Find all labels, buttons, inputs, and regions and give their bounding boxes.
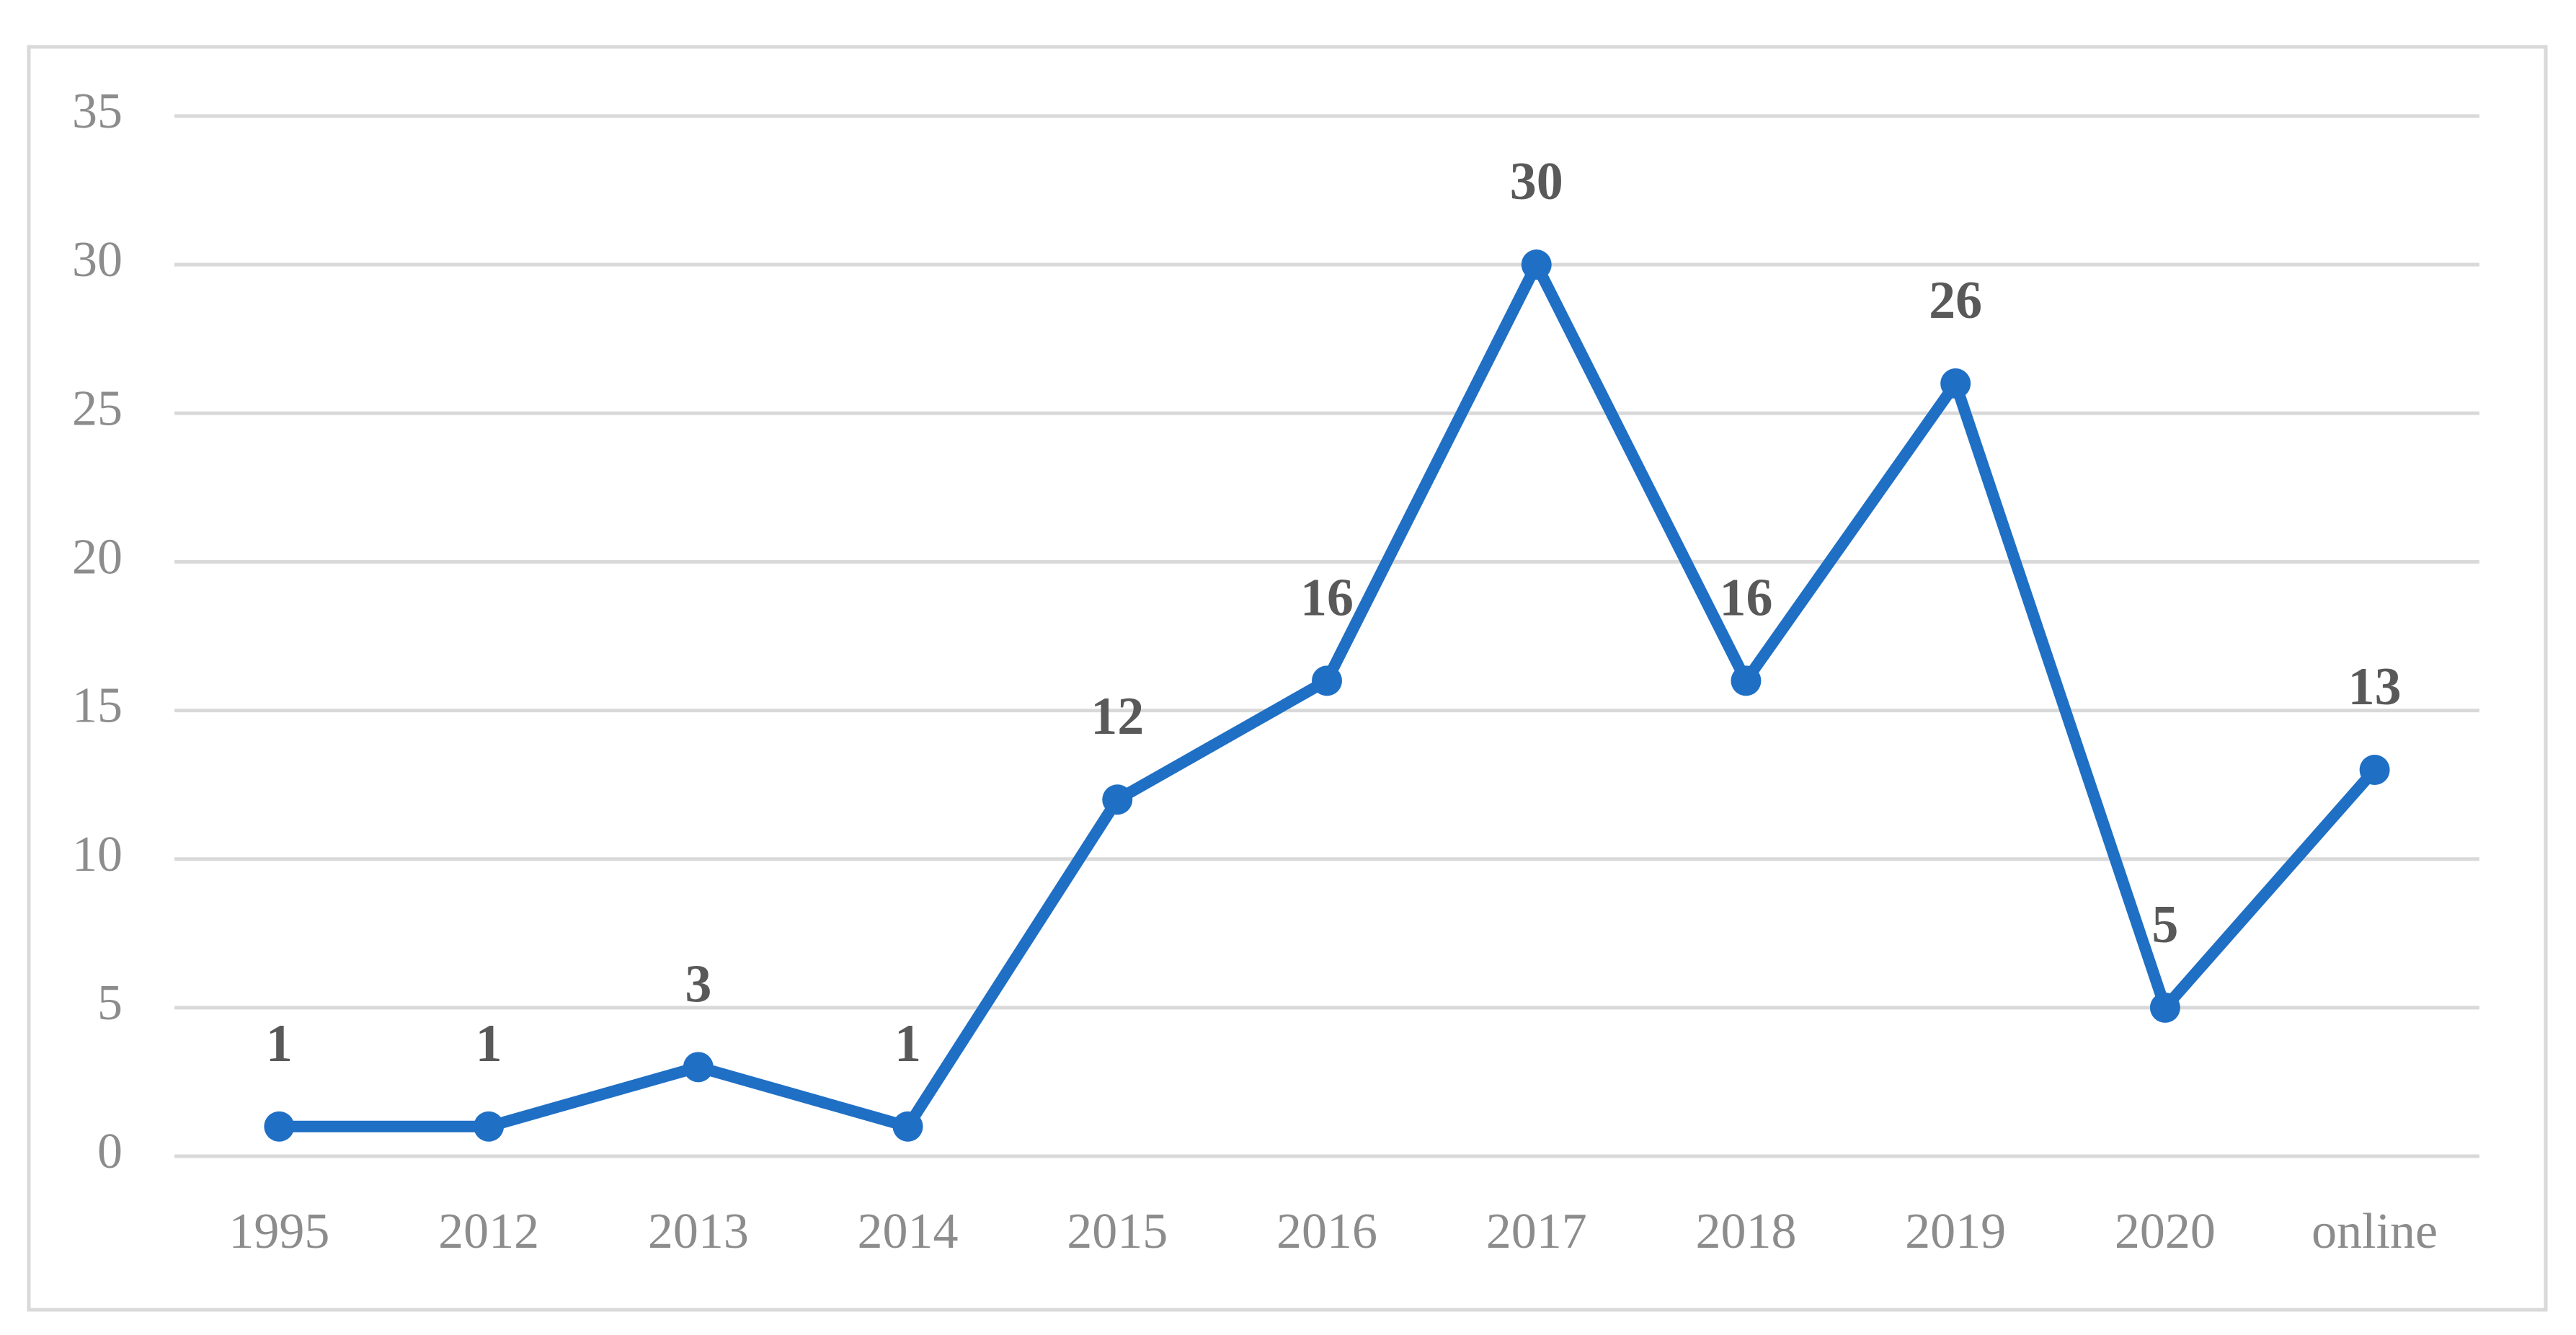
data-point bbox=[2149, 992, 2180, 1023]
data-point bbox=[1312, 665, 1342, 696]
data-point bbox=[1731, 665, 1762, 696]
data-point bbox=[264, 1111, 295, 1142]
x-tick-label: 2016 bbox=[1276, 1204, 1377, 1259]
y-tick-label: 25 bbox=[72, 381, 123, 436]
data-point bbox=[1102, 784, 1133, 815]
data-label: 1 bbox=[266, 1014, 293, 1073]
x-tick-label: 2014 bbox=[858, 1204, 959, 1259]
data-label: 26 bbox=[1929, 271, 1982, 330]
y-tick-label: 35 bbox=[72, 84, 123, 139]
y-tick-label: 30 bbox=[72, 232, 123, 288]
data-point bbox=[1940, 368, 1971, 399]
y-tick-label: 0 bbox=[97, 1124, 123, 1179]
y-tick-label: 10 bbox=[72, 827, 123, 882]
x-tick-label: 2018 bbox=[1695, 1204, 1796, 1259]
data-label: 30 bbox=[1510, 152, 1563, 211]
data-label: 16 bbox=[1300, 568, 1354, 627]
y-tick-label: 15 bbox=[72, 678, 123, 734]
data-point bbox=[1521, 249, 1552, 280]
x-tick-label: 2020 bbox=[2115, 1204, 2216, 1259]
x-tick-label: online bbox=[2311, 1204, 2438, 1259]
data-label: 16 bbox=[1719, 568, 1772, 627]
data-label: 5 bbox=[2151, 895, 2178, 954]
chart-frame bbox=[27, 45, 2548, 1312]
data-point bbox=[892, 1111, 923, 1142]
x-tick-label: 2013 bbox=[648, 1204, 749, 1259]
x-tick-label: 2015 bbox=[1067, 1204, 1168, 1259]
data-point bbox=[474, 1111, 505, 1142]
y-tick-label: 20 bbox=[72, 529, 123, 585]
data-label: 1 bbox=[476, 1014, 502, 1073]
data-label: 12 bbox=[1091, 687, 1144, 746]
y-tick-label: 5 bbox=[97, 975, 123, 1031]
x-tick-label: 2019 bbox=[1905, 1204, 2006, 1259]
data-label: 1 bbox=[894, 1014, 921, 1073]
data-point bbox=[2359, 755, 2390, 786]
x-tick-label: 1995 bbox=[228, 1204, 329, 1259]
data-point bbox=[683, 1052, 714, 1083]
data-label: 3 bbox=[685, 954, 711, 1014]
data-label: 13 bbox=[2348, 657, 2402, 717]
x-tick-label: 2012 bbox=[438, 1204, 539, 1259]
x-tick-label: 2017 bbox=[1486, 1204, 1587, 1259]
